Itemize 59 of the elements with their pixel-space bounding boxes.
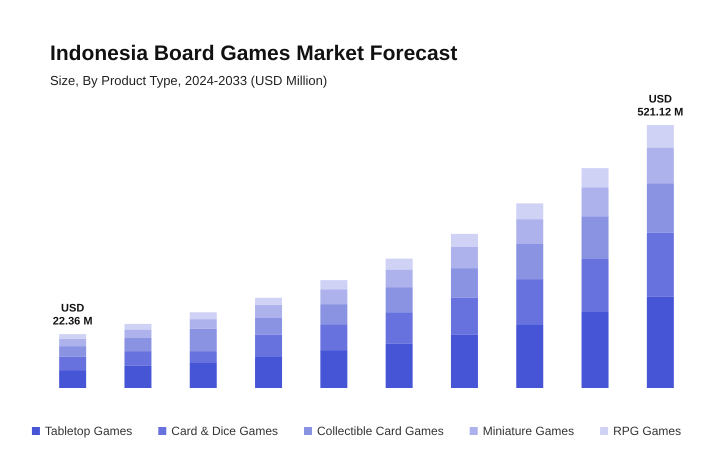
bar [320, 350, 348, 388]
bar [124, 338, 152, 352]
chart-subtitle: Size, By Product Type, 2024-2033 (USD Million) [50, 73, 328, 88]
bar [516, 244, 544, 280]
bar [190, 351, 217, 362]
chart-title: Indonesia Board Games Market Forecast [50, 42, 458, 65]
bar [59, 346, 86, 357]
bar [516, 203, 544, 220]
bar [255, 356, 282, 388]
legend-label: Tabletop Games [44, 424, 132, 438]
bar [190, 362, 217, 388]
legend-label: Collectible Card Games [316, 424, 444, 438]
bar [646, 296, 674, 388]
bar [582, 216, 609, 259]
legend-label: RPG Games [613, 424, 682, 438]
total-label: USD 521.12 M [637, 94, 684, 118]
bar [450, 268, 478, 298]
bar [450, 298, 478, 335]
bar [386, 288, 413, 312]
bar [320, 304, 348, 324]
legend-label: Card & Dice Games [171, 424, 278, 438]
bar [582, 311, 609, 388]
bar [320, 280, 348, 290]
bar [320, 324, 348, 350]
bar [450, 247, 478, 268]
bar [59, 338, 86, 346]
bar [386, 344, 413, 388]
bar [386, 312, 413, 344]
bar [386, 258, 413, 270]
bar [255, 334, 282, 357]
bar [59, 334, 86, 339]
bar [386, 270, 413, 288]
bar [646, 183, 674, 233]
bar [255, 298, 282, 305]
bar [190, 328, 217, 352]
bar [255, 318, 282, 335]
bar [124, 366, 152, 388]
bar [320, 289, 348, 304]
bar [450, 234, 478, 248]
bar [124, 330, 152, 338]
total-label: USD 22.36 M [52, 302, 93, 328]
bar [646, 148, 674, 184]
bar [646, 125, 674, 148]
bar [516, 324, 544, 388]
bar [190, 312, 217, 320]
bar [646, 232, 674, 297]
bar [516, 219, 544, 244]
legend-label: Miniature Games [482, 424, 574, 438]
bar [582, 187, 609, 216]
bar [582, 258, 609, 312]
bar [450, 334, 478, 388]
bar [124, 351, 152, 366]
bar [124, 324, 152, 330]
bar [582, 168, 609, 188]
bar [255, 304, 282, 318]
bar [59, 356, 86, 370]
bar [516, 279, 544, 324]
bar [190, 319, 217, 329]
bar [59, 370, 86, 388]
